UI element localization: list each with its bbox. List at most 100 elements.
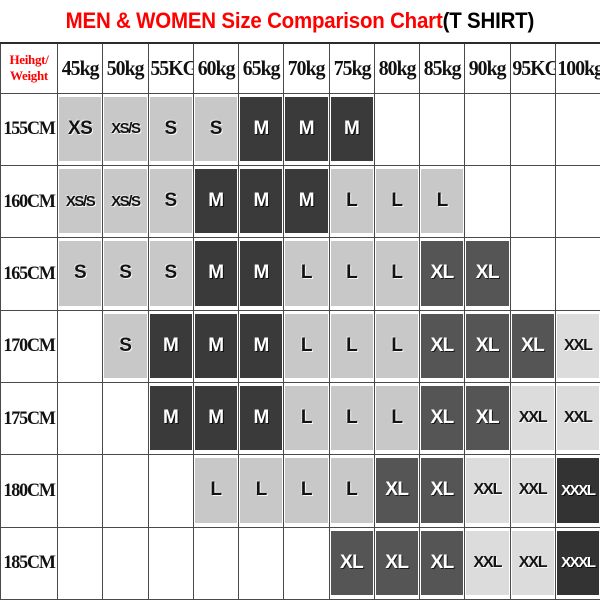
empty-cell — [147, 454, 194, 528]
table-head: Heihgt/ Weight 45kg 50kg 55KG 60kg 65kg … — [0, 42, 600, 94]
size-table: Heihgt/ Weight 45kg 50kg 55KG 60kg 65kg … — [0, 42, 600, 600]
empty-cell — [192, 526, 240, 600]
size-cell: M — [147, 381, 194, 456]
size-swatch: XL — [375, 458, 418, 523]
weight-header-label: 65kg — [242, 55, 281, 80]
empty-cell — [509, 237, 556, 311]
size-swatch: L — [285, 241, 328, 306]
size-swatch: S — [194, 96, 237, 161]
empty-cell — [373, 92, 421, 166]
weight-header-label: 75kg — [333, 55, 371, 80]
size-swatch: S — [149, 241, 192, 306]
size-swatch: L — [330, 313, 373, 378]
size-cell: XL — [418, 381, 466, 456]
size-cell: XXL — [509, 454, 556, 528]
size-swatch: L — [194, 458, 237, 523]
size-cell: L — [192, 454, 240, 528]
size-cell: L — [237, 454, 285, 528]
size-swatch: L — [375, 241, 418, 306]
empty-cell — [509, 164, 556, 239]
size-cell: XXL — [509, 526, 556, 600]
size-cell: S — [56, 237, 104, 311]
size-swatch: L — [375, 385, 418, 451]
height-label: 175CM — [3, 407, 56, 429]
empty-cell — [418, 92, 466, 166]
table-row: 165CM S S S M M L L L XL XL — [0, 237, 600, 311]
size-swatch: XXL — [511, 530, 554, 595]
empty-swatch — [466, 169, 508, 233]
size-cell: XL — [418, 454, 466, 528]
weight-header-label: 60kg — [197, 55, 235, 80]
size-swatch: XS/S — [59, 168, 102, 234]
table-row: 175CM M M M L L L XL XL XXL XXL — [0, 381, 600, 456]
size-cell: M — [237, 164, 285, 239]
weight-header-cell: 45kg — [56, 42, 104, 94]
empty-swatch — [150, 458, 192, 522]
weight-header-label: 95KG — [511, 55, 556, 80]
weight-header-label: 70kg — [287, 55, 326, 80]
size-swatch: L — [285, 458, 328, 523]
weight-header-cell: 55KG — [147, 42, 194, 94]
chart-title-bar: MEN & WOMEN Size Comparison Chart(T SHIR… — [0, 0, 600, 42]
size-cell: L — [328, 381, 375, 456]
height-label: 160CM — [3, 190, 56, 212]
table-body: 155CM XS XS/S S S M M M 160CM XS/S XS/S S M M M L L L 165C… — [0, 92, 600, 600]
empty-swatch — [512, 241, 554, 305]
table-row: 160CM XS/S XS/S S M M M L L L — [0, 164, 600, 239]
height-label-cell: 180CM — [0, 454, 58, 528]
size-cell: XL — [373, 454, 421, 528]
size-swatch: L — [330, 458, 373, 523]
size-swatch: XL — [375, 530, 418, 595]
corner-header-cell: Heihgt/ Weight — [0, 42, 58, 94]
empty-cell — [509, 92, 556, 166]
weight-header-cell: 65kg — [237, 42, 285, 94]
size-cell: S — [102, 237, 149, 311]
weight-header-cell: 100kg — [554, 42, 600, 94]
size-swatch: M — [240, 385, 283, 451]
weight-header-label: 50kg — [106, 55, 145, 80]
size-cell: M — [283, 92, 330, 166]
size-swatch: XL — [421, 530, 464, 595]
weight-header-cell: 90kg — [464, 42, 511, 94]
empty-swatch — [150, 531, 192, 595]
size-cell: L — [373, 237, 421, 311]
size-swatch: S — [149, 96, 192, 161]
table-header-row: Heihgt/ Weight 45kg 50kg 55KG 60kg 65kg … — [0, 42, 600, 94]
size-swatch: M — [285, 96, 328, 161]
empty-swatch — [240, 531, 282, 595]
size-swatch: XL — [466, 313, 509, 378]
table-row: 185CM XL XL XL XXL XXL XXXL — [0, 526, 600, 600]
size-cell: L — [283, 309, 330, 383]
size-cell: XL — [418, 309, 466, 383]
empty-cell — [237, 526, 285, 600]
empty-cell — [554, 164, 600, 239]
size-swatch: M — [194, 313, 237, 378]
table-row: 180CM L L L L XL XL XXL XXL XXXL — [0, 454, 600, 528]
size-cell: L — [328, 454, 375, 528]
title-sub-text: (T SHIRT) — [442, 8, 535, 33]
size-cell: L — [418, 164, 466, 239]
size-cell: M — [147, 309, 194, 383]
size-swatch: XL — [511, 313, 554, 378]
empty-cell — [554, 92, 600, 166]
size-swatch: XL — [421, 385, 464, 451]
size-cell: XXL — [464, 454, 511, 528]
corner-header-label: Heihgt/ Weight — [2, 52, 57, 85]
size-swatch: M — [240, 168, 283, 234]
corner-header-line1: Heihgt/ — [9, 52, 49, 67]
size-swatch: S — [104, 313, 147, 378]
empty-swatch — [195, 531, 237, 595]
size-swatch: XXL — [466, 458, 509, 523]
size-swatch: XS/S — [104, 168, 147, 234]
empty-swatch — [104, 531, 146, 595]
table-row: 155CM XS XS/S S S M M M — [0, 92, 600, 166]
size-swatch: M — [240, 96, 283, 161]
size-cell: S — [102, 309, 149, 383]
size-cell: XXXL — [554, 454, 600, 528]
size-swatch: L — [285, 385, 328, 451]
weight-header-label: 85kg — [423, 55, 462, 80]
empty-swatch — [466, 97, 508, 161]
size-cell: XXL — [554, 381, 600, 456]
size-cell: XL — [418, 237, 466, 311]
